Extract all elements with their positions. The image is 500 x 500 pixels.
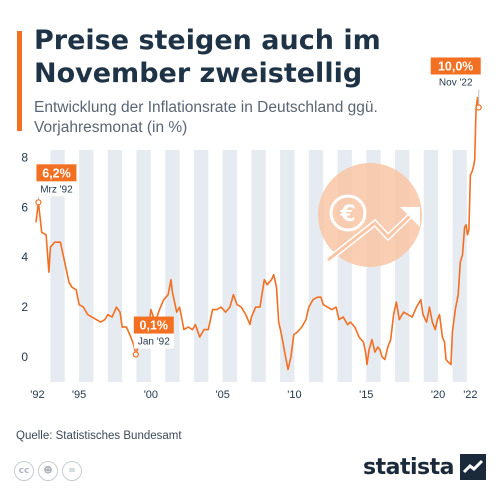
year-band	[280, 149, 295, 382]
year-band	[251, 149, 266, 382]
euro-sign: €	[339, 202, 355, 227]
year-band	[222, 149, 238, 382]
x-tick-label: '20	[431, 389, 445, 401]
annotation-value-box	[133, 316, 174, 334]
annotation-value-box	[36, 164, 77, 182]
x-tick-label: '95	[72, 389, 86, 401]
by-icon[interactable]: ☻	[38, 461, 58, 481]
annotation-value-box	[430, 57, 481, 75]
y-tick-label: 8	[21, 150, 28, 164]
statista-logo[interactable]: statista	[363, 454, 486, 480]
annotation-date: Jan '92	[138, 337, 170, 348]
annotation-marker	[132, 351, 139, 358]
year-band	[308, 149, 324, 382]
chart-title: Preise steigen auch im November zweistel…	[34, 25, 381, 89]
x-tick-label: '05	[216, 389, 230, 401]
x-tick-label: '22	[463, 389, 477, 401]
year-band	[50, 149, 65, 382]
brand-name: statista	[363, 454, 454, 480]
year-band	[79, 149, 94, 382]
euro-icon	[329, 194, 367, 232]
annotation-value: 0,1%	[140, 319, 169, 333]
annotation-date: Nov '22	[439, 77, 473, 88]
inflation-line	[35, 96, 480, 371]
annotation-marker	[475, 104, 482, 111]
annotation-value: 6,2%	[42, 166, 71, 180]
y-tick-label: 4	[21, 250, 28, 264]
annotation-1: 6,2% Mrz '92	[35, 164, 77, 206]
title-accent-bar	[17, 31, 22, 131]
y-tick-label: 6	[21, 200, 28, 214]
annotation-3: 10,0% Nov '22	[430, 57, 482, 111]
x-tick-label: '00	[144, 389, 158, 401]
chart-subtitle: Entwicklung der Inflationsrate in Deutsc…	[34, 99, 378, 136]
annotation-2: 0,1% Jan '92	[132, 316, 174, 358]
y-tick-label: 0	[21, 350, 28, 364]
x-tick-label: '10	[287, 389, 301, 401]
cc-icon[interactable]: cc	[14, 461, 34, 481]
source-note: Quelle: Statistisches Bundesamt	[16, 430, 182, 442]
annotation-date: Mrz '92	[40, 184, 73, 195]
x-tick-label: '15	[359, 389, 373, 401]
trend-arrow-icon	[327, 211, 415, 262]
y-tick-label: 2	[21, 300, 28, 314]
license-icons: cc ☻ =	[14, 461, 82, 481]
statista-logo-icon	[460, 454, 486, 480]
annotation-value: 10,0%	[438, 59, 473, 73]
trend-arrowhead-icon	[400, 207, 420, 227]
year-band	[107, 149, 123, 382]
x-tick-label: '92	[30, 389, 44, 401]
annotation-marker	[35, 199, 42, 206]
year-band	[193, 149, 209, 382]
euro-badge-circle	[318, 163, 422, 267]
year-band	[423, 149, 439, 382]
nd-icon[interactable]: =	[62, 461, 82, 481]
